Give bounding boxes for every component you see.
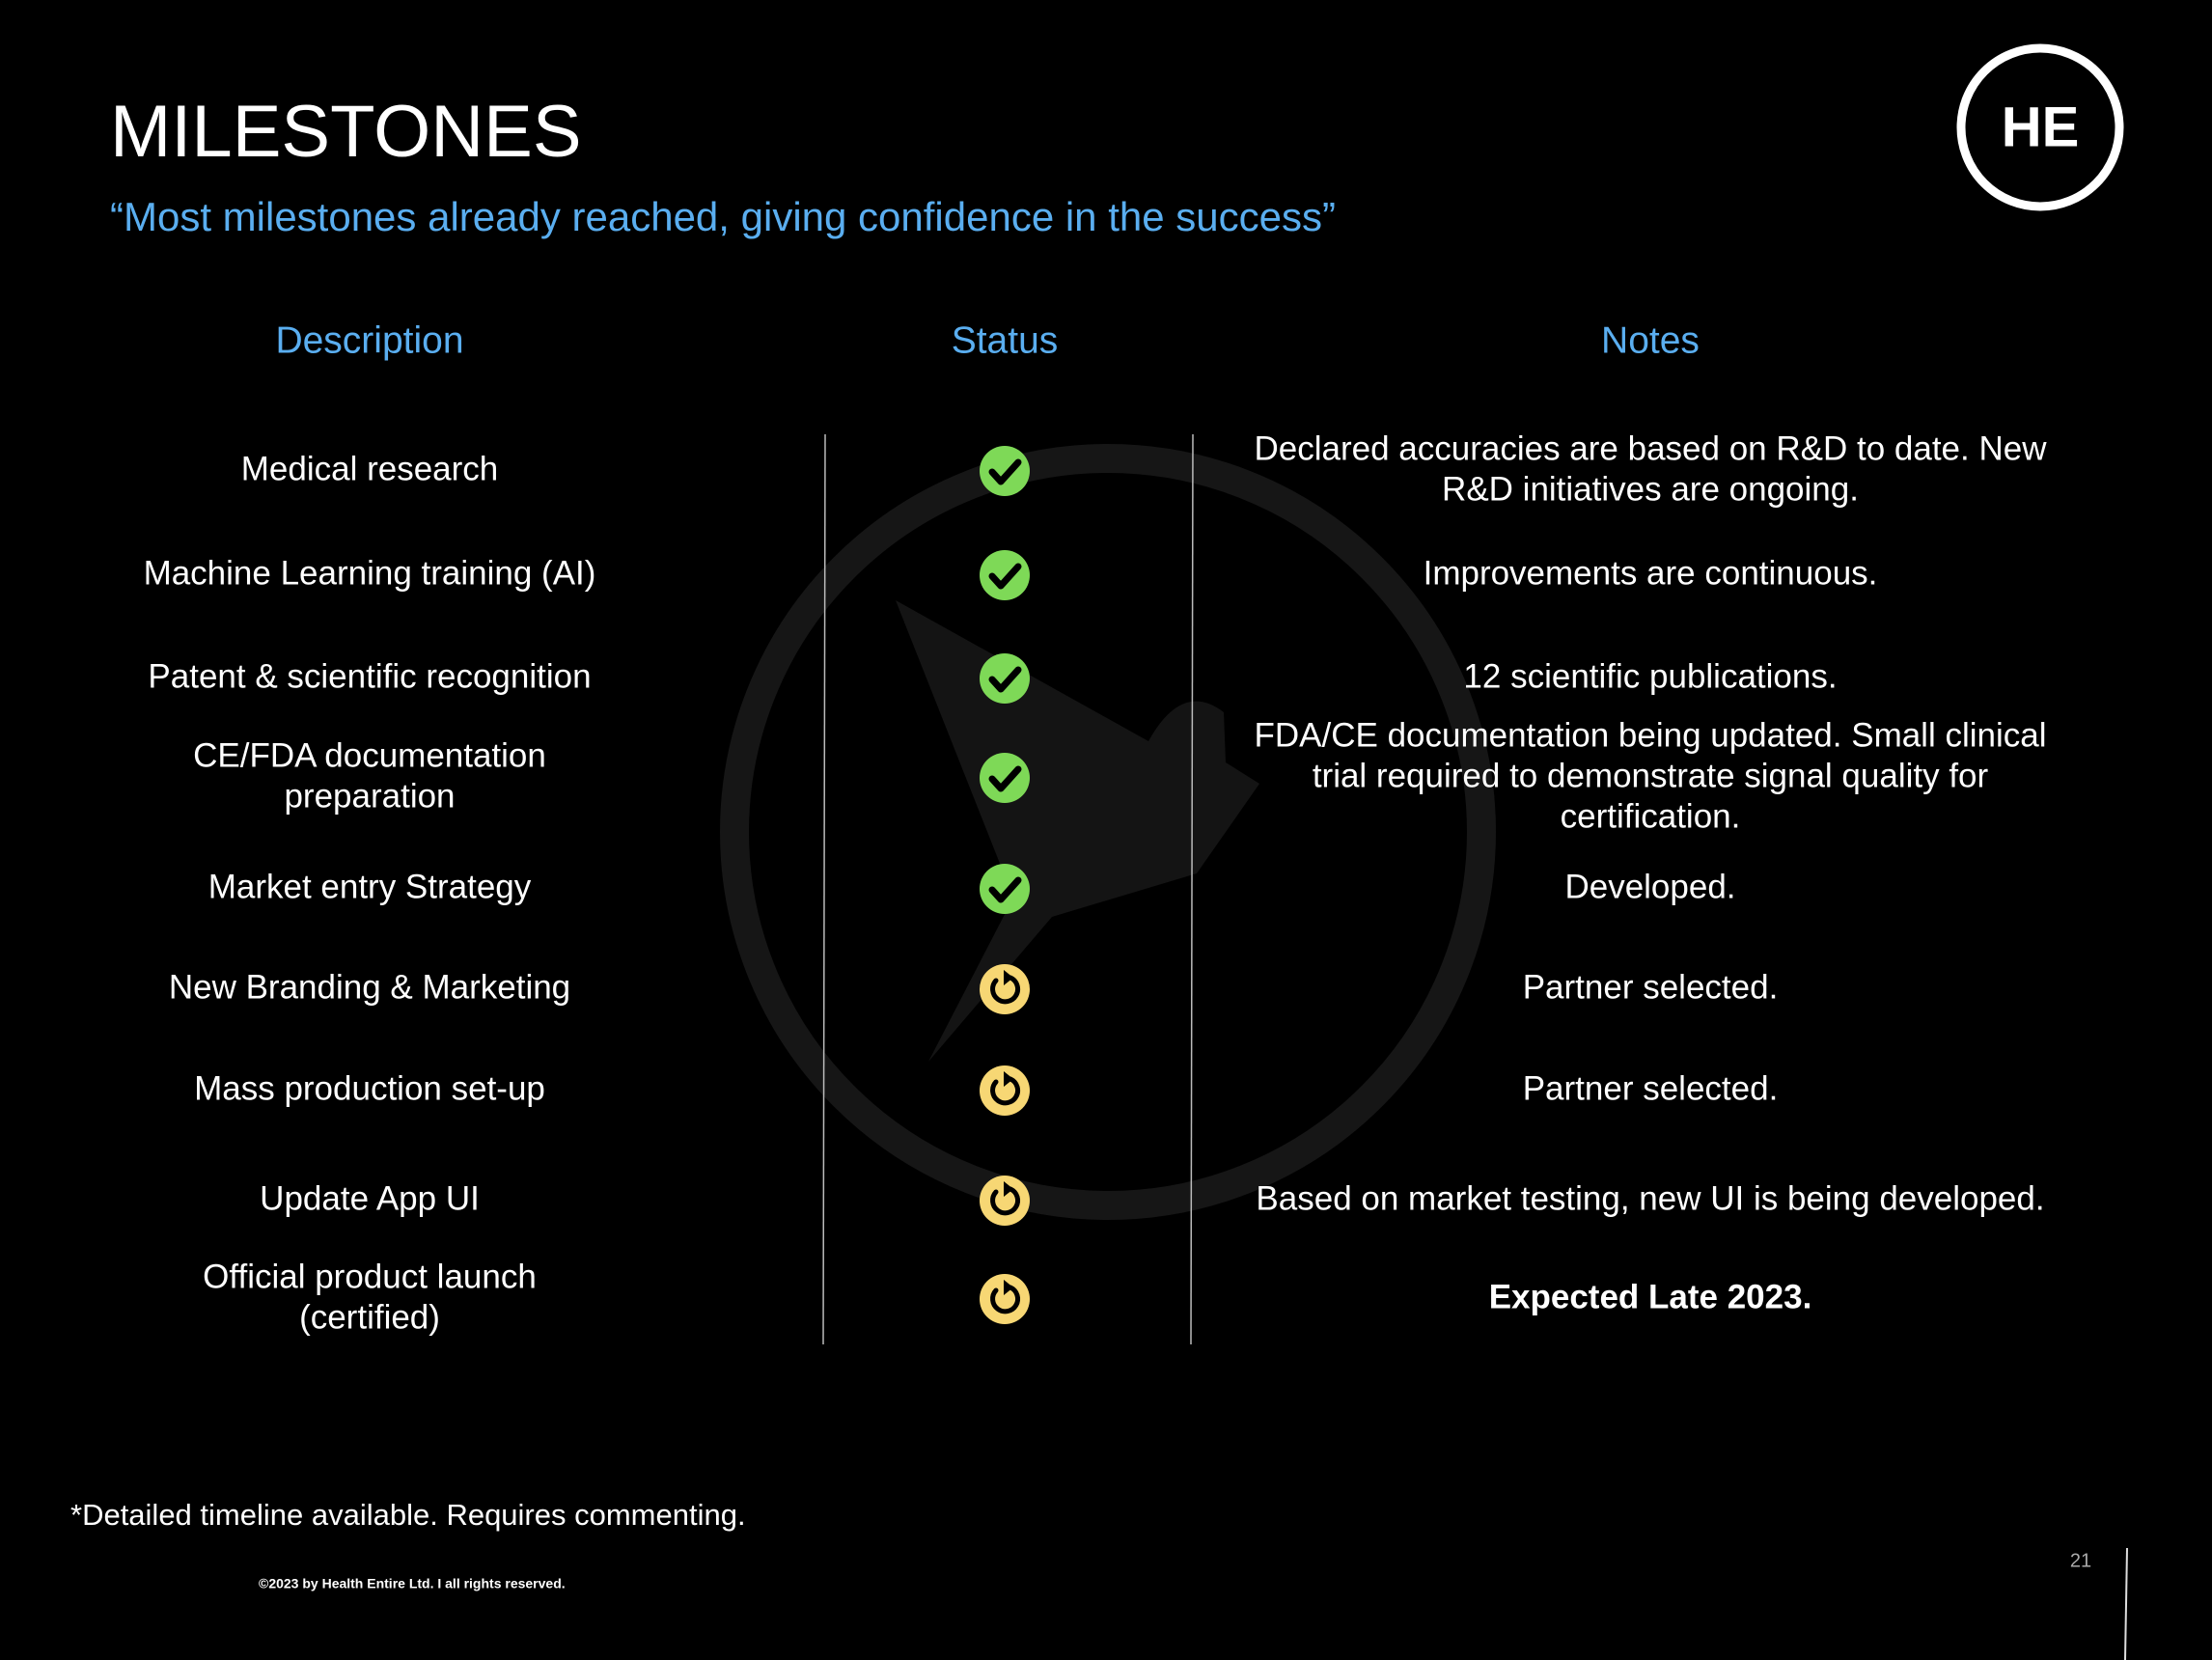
table-row: Medical research Declared accuracies are … (241, 429, 2047, 508)
checkmark (988, 765, 1022, 792)
page-number: 21 (2070, 1550, 2091, 1571)
notes-text: FDA/CE documentation being updated. Smal… (1255, 716, 2047, 754)
description-text: Mass production set-up (194, 1069, 545, 1107)
subtitle: “Most milestones already reached, giving… (110, 194, 1336, 239)
notes-text: Based on market testing, new UI is being… (1256, 1179, 2044, 1217)
description-text: Patent & scientific recognition (148, 657, 591, 695)
table-row: Update App UI Based on market testing, ne… (260, 1176, 2045, 1226)
notes-text: Developed. (1564, 868, 1735, 905)
status-progress-icon (980, 1176, 1030, 1226)
refresh-arc (990, 1186, 1021, 1216)
description-text: Update App UI (260, 1179, 480, 1217)
logo-ring (1956, 43, 2124, 211)
notes-text: trial required to demonstrate signal qua… (1313, 757, 1989, 794)
notes-text: Expected Late 2023. (1489, 1278, 1812, 1315)
status-done-icon (980, 753, 1030, 803)
refresh-arrow (1004, 970, 1013, 985)
status-progress-icon (980, 1274, 1030, 1324)
watermark-bird (896, 600, 1259, 1062)
footnote: *Detailed timeline available. Requires c… (70, 1498, 746, 1532)
table-row: Patent & scientific recognition 12 scient… (148, 653, 1838, 704)
column-header: Status (952, 319, 1059, 361)
column-divider (1190, 433, 1194, 1345)
refresh-arrow (1004, 1181, 1013, 1197)
notes-text: Partner selected. (1523, 968, 1779, 1006)
table-row: Mass production set-up Partner selected. (194, 1065, 1778, 1116)
description-text: Market entry Strategy (208, 868, 532, 905)
notes-text: 12 scientific publications. (1463, 657, 1837, 695)
column-header: Description (275, 319, 463, 361)
title: MILESTONES (110, 91, 582, 173)
status-done-icon (980, 446, 1030, 496)
watermark-ring (720, 444, 1496, 1220)
description-text: (certified) (299, 1298, 440, 1336)
logo-text: HE (2002, 96, 2080, 158)
description-text: preparation (284, 777, 455, 815)
checkmark (988, 563, 1022, 590)
description-text: Medical research (241, 450, 499, 487)
notes-text: Improvements are continuous. (1424, 554, 1878, 592)
description-text: Machine Learning training (AI) (144, 554, 596, 592)
table-row: Market entry Strategy Developed. (208, 864, 1736, 914)
logo: HE (1956, 43, 2124, 211)
notes-text: Partner selected. (1523, 1069, 1779, 1107)
notes-text: certification. (1561, 797, 1741, 835)
status-done-icon (980, 550, 1030, 600)
status-progress-icon (980, 1065, 1030, 1116)
corner-line (2124, 1547, 2128, 1660)
table-row: New Branding & Marketing Partner selected… (169, 964, 1778, 1014)
watermark (720, 444, 1496, 1220)
refresh-arc (990, 1285, 1021, 1314)
checkmark (988, 458, 1022, 485)
copyright: ©2023 by Health Entire Ltd. I all rights… (259, 1576, 566, 1591)
refresh-arrow (1004, 1280, 1013, 1295)
table-row: Machine Learning training (AI) Improvemen… (144, 550, 1878, 600)
status-progress-icon (980, 964, 1030, 1014)
refresh-arc (990, 1076, 1021, 1106)
notes-text: Declared accuracies are based on R&D to … (1255, 429, 2048, 467)
table-row: Official product launch(certified) Expect… (203, 1258, 1811, 1336)
refresh-arrow (1004, 1071, 1013, 1087)
description-text: Official product launch (203, 1258, 537, 1295)
status-done-icon (980, 864, 1030, 914)
status-done-icon (980, 653, 1030, 704)
notes-text: R&D initiatives are ongoing. (1442, 470, 1859, 508)
checkmark (988, 876, 1022, 903)
column-header: Notes (1601, 319, 1700, 361)
refresh-arc (990, 975, 1021, 1005)
description-text: CE/FDA documentation (193, 736, 546, 774)
column-divider (822, 433, 826, 1345)
description-text: New Branding & Marketing (169, 968, 570, 1006)
checkmark (988, 666, 1022, 693)
